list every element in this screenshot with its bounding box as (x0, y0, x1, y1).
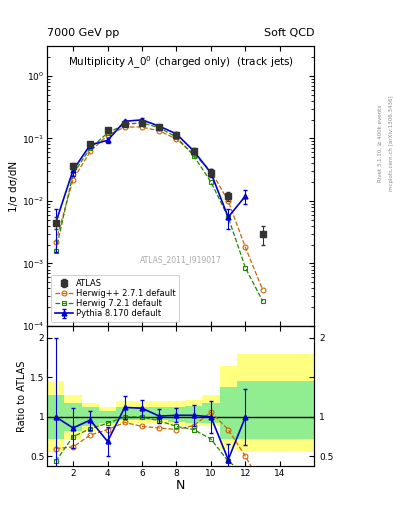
Herwig++ 2.7.1 default (209, 168, 213, 174)
Herwig 7.2.1 default (105, 130, 110, 136)
Y-axis label: 1/σ dσ/dN: 1/σ dσ/dN (9, 160, 19, 211)
Herwig 7.2.1 default (191, 153, 196, 159)
Line: Herwig 7.2.1 default: Herwig 7.2.1 default (53, 120, 265, 304)
Herwig 7.2.1 default (122, 121, 127, 127)
Herwig 7.2.1 default (209, 179, 213, 185)
Y-axis label: Ratio to ATLAS: Ratio to ATLAS (17, 360, 27, 432)
Herwig++ 2.7.1 default (260, 287, 265, 293)
Herwig 7.2.1 default (157, 125, 162, 131)
Text: Rivet 3.1.10, ≥ 400k events: Rivet 3.1.10, ≥ 400k events (377, 105, 382, 182)
Herwig++ 2.7.1 default (140, 124, 144, 130)
Herwig 7.2.1 default (174, 134, 179, 140)
Herwig++ 2.7.1 default (71, 177, 75, 183)
Text: Soft QCD: Soft QCD (264, 28, 314, 38)
Herwig 7.2.1 default (88, 145, 93, 151)
Herwig 7.2.1 default (140, 120, 144, 126)
Text: 7000 GeV pp: 7000 GeV pp (47, 28, 119, 38)
Text: mcplots.cern.ch [arXiv:1306.3436]: mcplots.cern.ch [arXiv:1306.3436] (389, 96, 393, 191)
Herwig++ 2.7.1 default (53, 239, 58, 245)
Text: ATLAS_2011_I919017: ATLAS_2011_I919017 (140, 255, 222, 264)
Herwig 7.2.1 default (260, 298, 265, 304)
Line: Herwig++ 2.7.1 default: Herwig++ 2.7.1 default (53, 124, 265, 292)
Herwig 7.2.1 default (226, 214, 231, 220)
X-axis label: N: N (176, 479, 185, 492)
Herwig++ 2.7.1 default (105, 132, 110, 138)
Herwig 7.2.1 default (53, 248, 58, 254)
Herwig 7.2.1 default (71, 171, 75, 177)
Herwig++ 2.7.1 default (226, 198, 231, 204)
Herwig++ 2.7.1 default (122, 124, 127, 130)
Herwig++ 2.7.1 default (157, 128, 162, 134)
Herwig++ 2.7.1 default (191, 151, 196, 157)
Herwig 7.2.1 default (243, 265, 248, 271)
Herwig++ 2.7.1 default (174, 136, 179, 142)
Herwig++ 2.7.1 default (88, 148, 93, 155)
Herwig++ 2.7.1 default (243, 244, 248, 250)
Text: Multiplicity $\lambda\_0^0$ (charged only)  (track jets): Multiplicity $\lambda\_0^0$ (charged onl… (68, 54, 294, 71)
Legend: ATLAS, Herwig++ 2.7.1 default, Herwig 7.2.1 default, Pythia 8.170 default: ATLAS, Herwig++ 2.7.1 default, Herwig 7.… (51, 275, 179, 322)
